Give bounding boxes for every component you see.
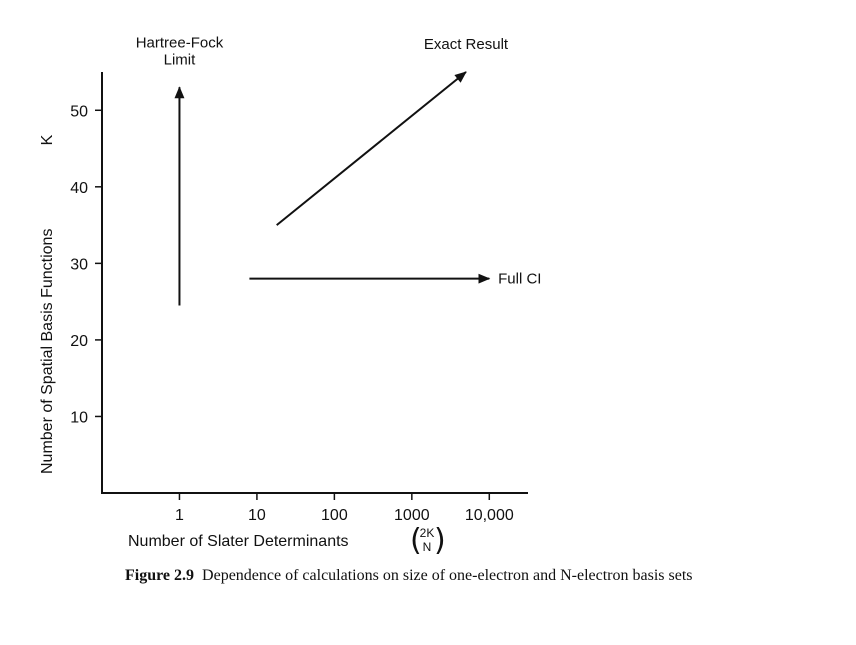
y-tick-label: 20 xyxy=(70,333,88,350)
y-tick-label: 50 xyxy=(70,103,88,120)
y-tick-label: 30 xyxy=(70,256,88,273)
caption-label: Figure 2.9 xyxy=(125,567,195,584)
y-axis-title: Number of Spatial Basis Functions xyxy=(39,229,56,474)
x-tick-label: 10,000 xyxy=(465,507,514,524)
binomial-close-paren: ) xyxy=(434,523,446,558)
annotation-text: Hartree-Fock xyxy=(136,34,224,51)
chart: 1 10 100 1000 10,000 10 20 30 40 50 Hartree-Fock… xyxy=(39,34,541,558)
y-axis-symbol: K xyxy=(39,134,56,145)
x-tick-label: 1000 xyxy=(394,507,430,524)
caption-text: Dependence of calculations on size of on… xyxy=(202,567,693,584)
x-tick-label: 10 xyxy=(248,507,266,524)
x-axis-title: Number of Slater Determinants xyxy=(128,533,349,550)
binomial-bottom: N xyxy=(423,540,432,554)
x-tick-label: 100 xyxy=(321,507,348,524)
annotation-text: Limit xyxy=(164,51,197,68)
annotation-text: Exact Result xyxy=(424,36,509,53)
figure-caption: Figure 2.9 Dependence of calculations on… xyxy=(125,567,825,585)
binomial-top: 2K xyxy=(420,526,435,540)
x-axis-binomial: ( 2K N ) xyxy=(410,523,446,558)
annotation-text: Full CI xyxy=(498,271,541,288)
binomial-open-paren: ( xyxy=(410,523,422,558)
y-tick-label: 10 xyxy=(70,409,88,426)
x-tick-label: 1 xyxy=(175,507,184,524)
y-tick-label: 40 xyxy=(70,180,88,197)
series-arrow-3 xyxy=(276,71,467,226)
